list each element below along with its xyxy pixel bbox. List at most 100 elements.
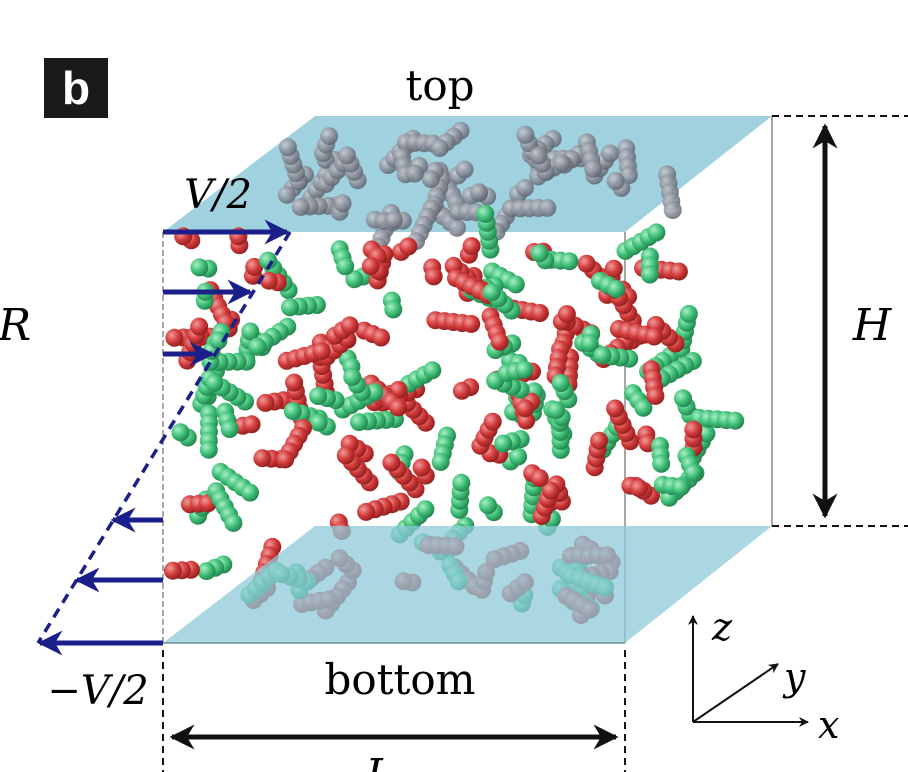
particle-chain (431, 426, 456, 471)
particle-chain (276, 419, 312, 469)
velocity-profile-line (36, 231, 292, 644)
particle-chain (585, 431, 609, 477)
particle-chain (325, 316, 359, 345)
particle-chain (651, 436, 671, 473)
panel-label: b (44, 58, 108, 118)
particle-chain (690, 409, 745, 430)
particle-chain (494, 430, 530, 453)
particle-chain (399, 361, 442, 393)
particle-chain (623, 384, 653, 417)
particle-chain (684, 420, 703, 457)
particle-chain (197, 555, 233, 581)
particle-chain (382, 453, 425, 499)
particle-chain (658, 165, 682, 219)
particle-chain (205, 373, 254, 411)
particle-chain (481, 307, 509, 351)
particle-chain (677, 447, 703, 482)
axis-z-label: z (711, 605, 733, 649)
particle-chain (330, 240, 355, 276)
particle-chain (609, 320, 664, 346)
axis-x-label: x (818, 703, 839, 747)
particle-chain (278, 138, 308, 191)
particle-chain (580, 325, 600, 353)
particle-chain (450, 473, 471, 519)
particle-chain (523, 464, 549, 488)
particle-chain (482, 283, 521, 320)
particle-chain (412, 458, 435, 485)
particle-chain (211, 462, 259, 502)
particle-chain (384, 210, 412, 230)
bottom-plate (163, 526, 772, 643)
particle-chain (479, 496, 503, 522)
particle-chain (361, 257, 388, 280)
particle-chain (471, 412, 502, 455)
particle-chain (407, 199, 441, 251)
particle-chain (216, 402, 239, 438)
particle-chain (309, 387, 345, 410)
particle-chain (497, 360, 534, 383)
particle-chain (621, 476, 648, 498)
particle-chain (190, 258, 218, 278)
particle-chain (452, 378, 480, 400)
particle-chain (552, 305, 576, 331)
bottom-label: bottom (324, 655, 475, 704)
particle-chain (606, 399, 640, 451)
particle-chain (338, 146, 367, 190)
particle-chain (509, 178, 534, 203)
particle-chain (547, 401, 571, 427)
particle-chain (309, 413, 336, 436)
particle-chain (357, 492, 410, 521)
axis-y-arrow (692, 663, 779, 723)
particle-chain (448, 160, 474, 185)
particle-chain (653, 475, 690, 497)
particle-chain (476, 204, 500, 259)
top-label: top (405, 61, 474, 110)
particle-chain (430, 121, 470, 157)
particle-chain (355, 321, 390, 347)
particle-chain (577, 133, 603, 178)
particle-chain (459, 237, 481, 264)
particle-chain (449, 202, 486, 222)
particle-chain (314, 127, 339, 163)
particle-chain (405, 156, 429, 183)
particle-chain (642, 360, 665, 405)
particle-chain (392, 237, 418, 261)
particle-chain (163, 560, 200, 580)
left-cut-label: R (0, 300, 31, 351)
axes-triad: z y x (688, 605, 839, 747)
particle-chain (397, 394, 435, 432)
velocity-bottom-label: −V/2 (47, 668, 148, 714)
particle-chain (330, 194, 352, 221)
particle-chain (616, 223, 666, 260)
panel-label-text: b (62, 62, 90, 114)
particle-chain (532, 481, 560, 526)
particle-chain (277, 342, 331, 370)
height-dimension: H (772, 115, 908, 527)
particle-chain (590, 272, 626, 298)
particle-chain (530, 244, 555, 270)
particle-chain (461, 183, 488, 205)
particle-chain (502, 198, 557, 218)
particle-chain (551, 374, 578, 409)
velocity-top-label: V/2 (184, 172, 252, 218)
particle-chain (248, 317, 297, 356)
particle-chain (343, 368, 371, 402)
particle-chain (195, 282, 215, 310)
particle-chain (199, 404, 219, 459)
particle-chain (529, 146, 555, 181)
length-label: L (364, 750, 394, 772)
velocity-profile (36, 219, 292, 656)
particle-chain (281, 296, 326, 317)
particle-chain (382, 291, 403, 319)
height-label: H (852, 300, 893, 351)
particle-chain (421, 161, 444, 188)
particle-chain (350, 410, 404, 432)
axis-y-label: y (782, 655, 806, 699)
particle-chain (423, 258, 443, 286)
length-dimension: L (162, 650, 626, 772)
particle-chain (593, 346, 639, 368)
particle-chain (426, 311, 481, 333)
panel-label-box (44, 58, 108, 118)
particle-chain (640, 247, 659, 284)
